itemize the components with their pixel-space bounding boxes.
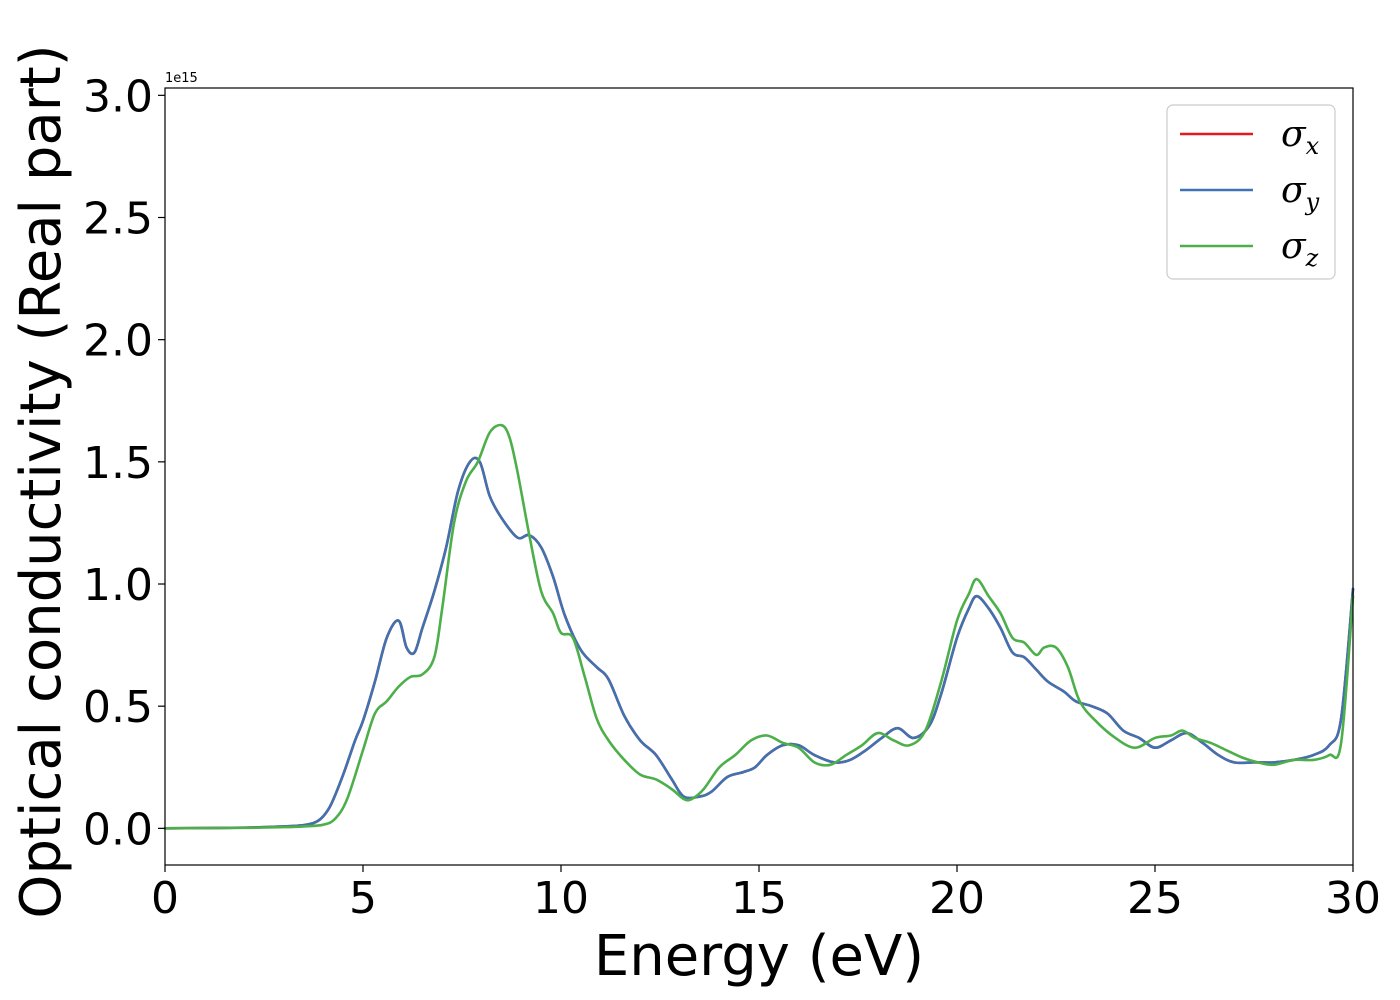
x-tick-label: 20 xyxy=(929,873,985,924)
legend-label-z: σz xyxy=(1281,226,1319,272)
y-tick-label: 0.0 xyxy=(83,804,153,855)
x-tick-label: 30 xyxy=(1325,873,1381,924)
y-axis-ticks: 0.0 0.5 1.0 1.5 2.0 2.5 3.0 xyxy=(83,71,165,855)
y-tick-label: 1.5 xyxy=(83,438,153,489)
y-axis-label: Optical conductivity (Real part) xyxy=(9,44,74,918)
legend-label-y: σy xyxy=(1281,170,1320,216)
series-line-z xyxy=(163,423,1355,830)
y-tick-label: 0.5 xyxy=(83,682,153,733)
x-tick-label: 5 xyxy=(349,873,377,924)
x-tick-label: 10 xyxy=(533,873,589,924)
y-tick-label: 2.0 xyxy=(83,316,153,367)
series-layer xyxy=(163,423,1355,830)
legend: σx σy σz xyxy=(1166,104,1336,280)
y-offset-text: 1e15 xyxy=(165,71,198,86)
y-tick-label: 2.5 xyxy=(83,194,153,245)
series-line-y xyxy=(163,456,1355,830)
y-tick-label: 1.0 xyxy=(83,560,153,611)
legend-label-x: σx xyxy=(1281,114,1320,160)
x-axis-label: Energy (eV) xyxy=(594,924,924,989)
x-axis-ticks: 0 5 10 15 20 25 30 xyxy=(151,865,1381,924)
x-tick-label: 0 xyxy=(151,873,179,924)
x-tick-label: 15 xyxy=(731,873,787,924)
x-tick-label: 25 xyxy=(1127,873,1183,924)
legend-box xyxy=(1166,104,1336,280)
y-tick-label: 3.0 xyxy=(83,71,153,122)
